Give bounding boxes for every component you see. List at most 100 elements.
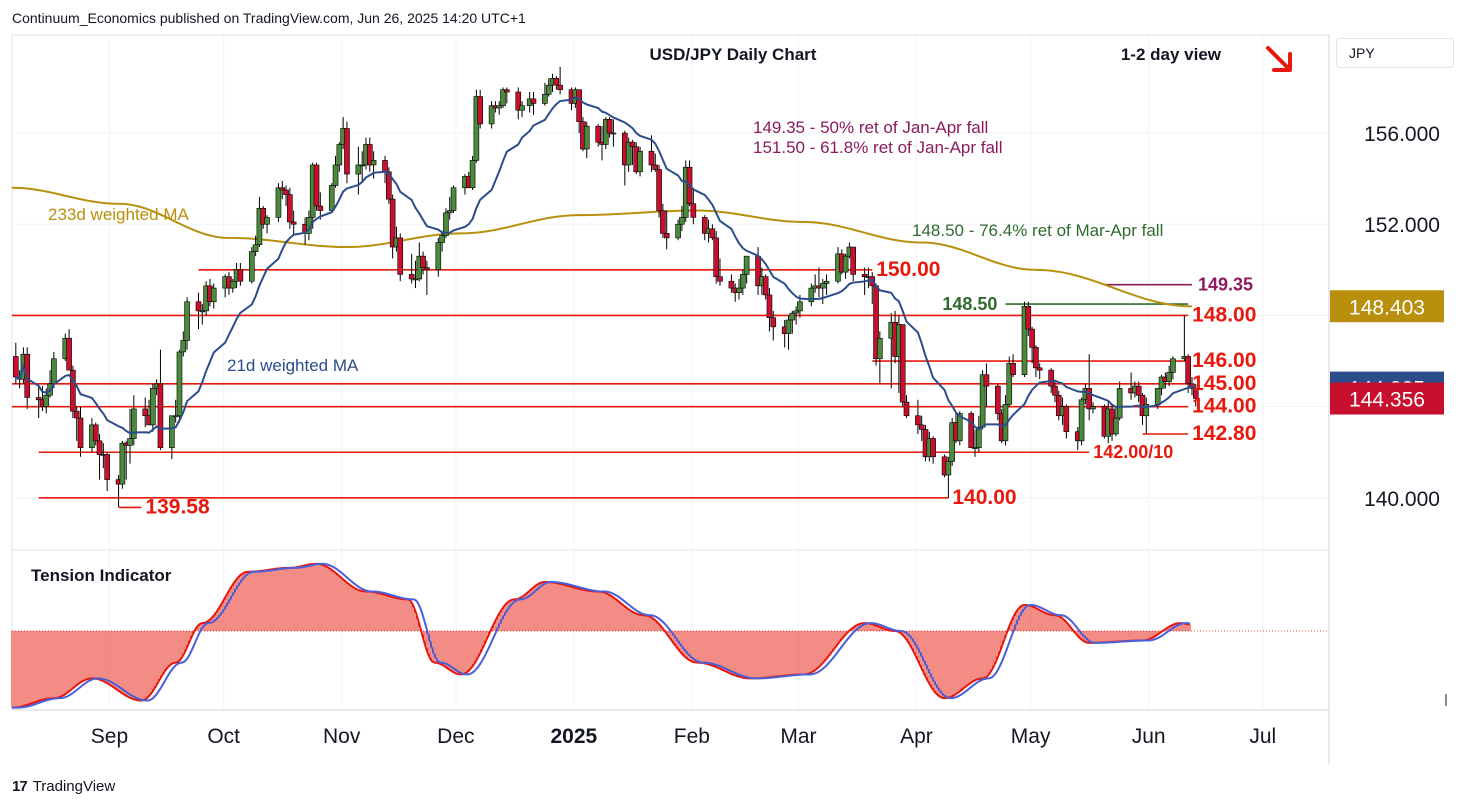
tradingview-logo-icon: 17 bbox=[12, 778, 28, 795]
level-label: 150.00 bbox=[876, 258, 940, 281]
candle-body bbox=[77, 417, 84, 448]
candle-body bbox=[1029, 328, 1035, 348]
candle-body bbox=[701, 217, 708, 234]
candle-body bbox=[127, 438, 133, 446]
candle-body bbox=[648, 150, 655, 166]
annotation-618-ret: 151.50 - 61.8% ret of Jan-Apr fall bbox=[753, 138, 1002, 157]
candle-body bbox=[359, 164, 365, 167]
candle-body bbox=[336, 144, 343, 166]
candle-body bbox=[717, 276, 723, 282]
time-tick-label: Mar bbox=[780, 725, 816, 748]
candle-body bbox=[637, 150, 643, 173]
candle-body bbox=[260, 207, 267, 225]
candle-body bbox=[435, 242, 442, 271]
candle-body bbox=[1010, 363, 1016, 376]
candle-body bbox=[355, 164, 362, 175]
time-tick-label: Apr bbox=[900, 725, 933, 748]
ma233-label: 233d weighted MA bbox=[48, 205, 189, 224]
candle-body bbox=[210, 287, 217, 303]
candle-body bbox=[1086, 388, 1092, 410]
candle-body bbox=[557, 84, 563, 91]
candle-body bbox=[256, 207, 263, 246]
candle-body bbox=[842, 255, 849, 273]
level-label: 148.00 bbox=[1192, 303, 1256, 326]
candle-body bbox=[983, 374, 990, 387]
candle-body bbox=[793, 310, 799, 314]
candle-body bbox=[610, 132, 617, 135]
candle-body bbox=[606, 119, 613, 134]
candle-body bbox=[1135, 385, 1142, 396]
candle-body bbox=[317, 205, 324, 211]
candle-body bbox=[1189, 383, 1195, 389]
retracement-label: 149.35 bbox=[1198, 275, 1253, 295]
candle-body bbox=[70, 369, 76, 412]
candle-body bbox=[797, 301, 803, 312]
ma21-line bbox=[15, 96, 1196, 435]
candle-body bbox=[199, 310, 206, 313]
candle-body bbox=[386, 171, 392, 200]
tension-indicator-panel bbox=[11, 562, 1447, 709]
ma233-line bbox=[11, 186, 1192, 308]
candle-body bbox=[1158, 376, 1165, 389]
candle-body bbox=[1185, 356, 1191, 385]
candle-body bbox=[713, 237, 719, 277]
candle-body bbox=[629, 141, 636, 148]
candle-body bbox=[237, 269, 244, 282]
candle-body bbox=[861, 274, 868, 277]
currency-selector[interactable]: JPY bbox=[1336, 38, 1454, 68]
annotation-764-ret: 148.50 - 76.4% ret of Mar-Apr fall bbox=[912, 221, 1163, 240]
candle-body bbox=[918, 424, 925, 430]
candle-body bbox=[287, 194, 293, 223]
candle-body bbox=[530, 98, 537, 104]
axes: 156.000 152.000 140.000 Sep Oct Nov Dec 2025 Feb… bbox=[91, 123, 1444, 748]
candle-body bbox=[583, 125, 590, 150]
time-tick-label: Feb bbox=[674, 725, 710, 748]
candle-body bbox=[740, 274, 746, 289]
candle-body bbox=[595, 125, 601, 143]
candle-body bbox=[150, 388, 156, 426]
price-tick-label: 140.000 bbox=[1364, 488, 1440, 511]
candle-body bbox=[252, 244, 259, 252]
candle-body bbox=[519, 105, 525, 111]
candle-body bbox=[995, 385, 1001, 414]
candle-body bbox=[945, 461, 952, 476]
candle-body bbox=[412, 278, 419, 281]
candle-body bbox=[1166, 372, 1172, 382]
candle-body bbox=[789, 312, 796, 321]
candle-body bbox=[397, 237, 404, 275]
candle-body bbox=[469, 160, 476, 189]
candle-body bbox=[249, 251, 255, 282]
candle-body bbox=[119, 442, 126, 485]
candle-body bbox=[313, 164, 320, 207]
candle-body bbox=[264, 217, 270, 225]
candle-body bbox=[229, 280, 236, 289]
candle-body bbox=[1116, 388, 1123, 419]
candle-body bbox=[366, 144, 373, 166]
candle-body bbox=[1048, 369, 1054, 387]
candle-body bbox=[808, 287, 815, 303]
candle-body bbox=[819, 283, 826, 289]
time-tick-label: Oct bbox=[207, 725, 240, 748]
candle-body bbox=[66, 337, 72, 371]
candle-body bbox=[542, 93, 548, 104]
candle-body bbox=[850, 246, 857, 275]
candle-body bbox=[515, 91, 522, 111]
candle-body bbox=[279, 187, 286, 191]
candle-body bbox=[709, 228, 716, 239]
candle-body bbox=[1052, 385, 1058, 396]
candle-body bbox=[35, 397, 42, 401]
price-tick-label: 152.000 bbox=[1364, 214, 1440, 237]
candle-body bbox=[169, 415, 175, 448]
level-label: 145.00 bbox=[1192, 372, 1256, 395]
candle-body bbox=[1170, 358, 1176, 373]
chart-title: USD/JPY Daily Chart bbox=[650, 45, 817, 64]
candle-body bbox=[157, 383, 164, 448]
candle-body bbox=[625, 141, 632, 166]
candle-body bbox=[424, 267, 430, 271]
price-tick-label: 156.000 bbox=[1364, 123, 1440, 146]
candle-body bbox=[450, 187, 457, 211]
candle-body bbox=[949, 422, 955, 462]
candle-body bbox=[956, 413, 963, 442]
candle-body bbox=[877, 337, 883, 360]
